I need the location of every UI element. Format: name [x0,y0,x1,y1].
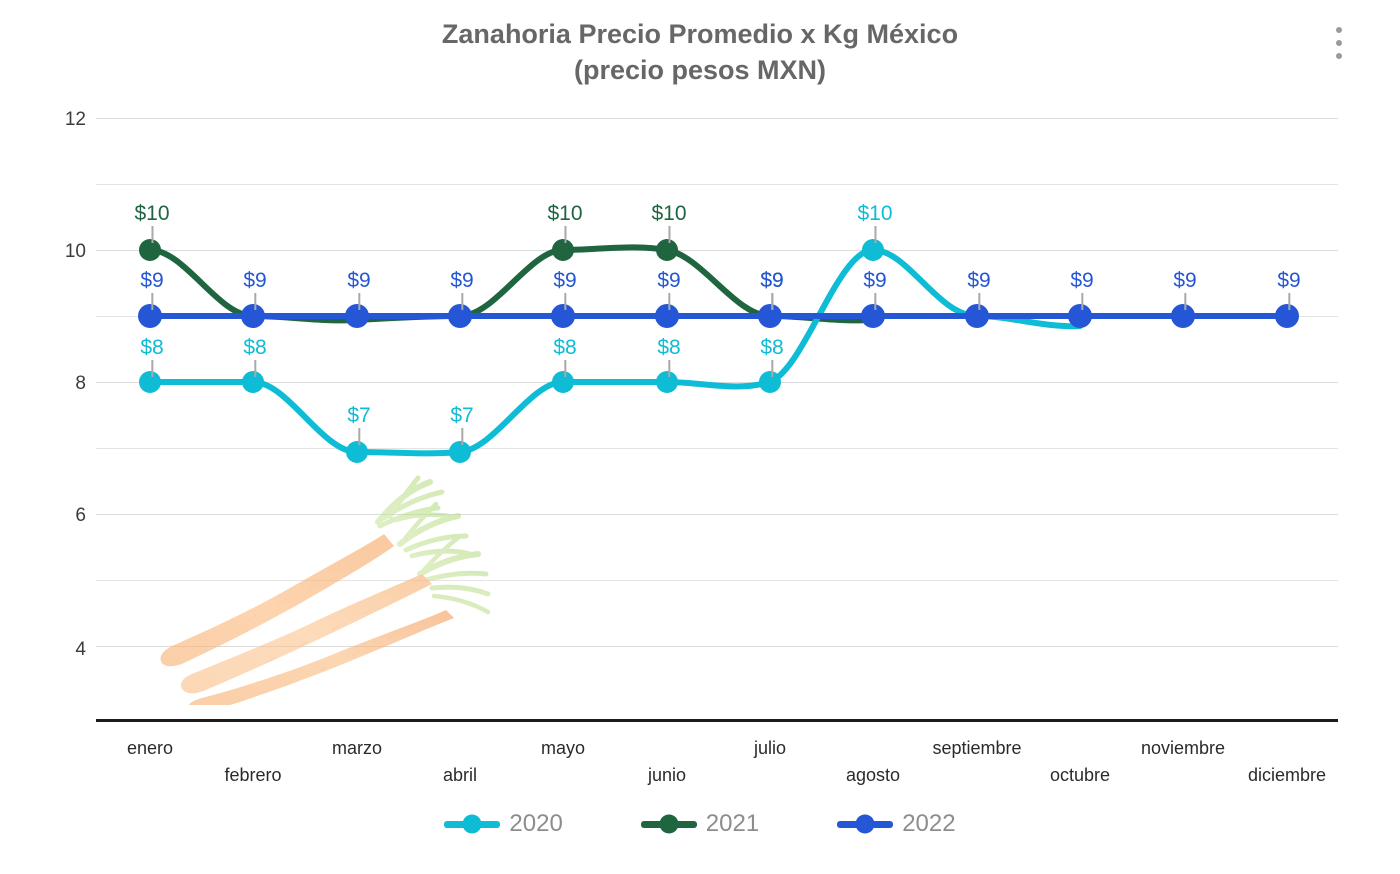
gridline-y-12 [96,118,1338,119]
legend-item-2022[interactable]: 2022 [837,810,956,837]
legend-swatch-2021 [640,820,697,828]
gridline-y-8 [96,382,1338,383]
gridline-y-10 [96,250,1338,251]
legend-label-2021: 2021 [705,810,760,837]
chart-subtitle: (precio pesos MXN) [573,55,827,85]
x-label-octubre: octubre [1049,765,1111,785]
chart-title: Zanahoria Precio Promedio x Kg México (p… [0,16,1400,88]
legend-item-2021[interactable]: 2021 [640,810,760,837]
chart-legend: 2020 2021 2022 [0,812,1400,836]
x-label-febrero: febrero [224,765,282,785]
x-label-diciembre: diciembre [1247,765,1327,785]
x-label-agosto: agosto [845,765,901,785]
x-label-noviembre: noviembre [1140,738,1226,758]
x-label-abril: abril [442,765,478,785]
y-tick-label-4: 4 [75,639,86,660]
gridline-y-11 [96,184,1338,185]
legend-item-2020[interactable]: 2020 [444,810,563,837]
more-vertical-icon[interactable] [1328,24,1350,62]
gridline-y-9 [96,316,1338,317]
y-tick-label-12: 12 [64,109,86,130]
kebab-dot-1 [1336,27,1342,33]
chart-title-line1: Zanahoria Precio Promedio x Kg México [441,19,959,49]
legend-label-2022: 2022 [902,810,956,837]
gridline-y-6 [96,514,1338,515]
x-axis-line [96,719,1338,722]
y-tick-label-10: 10 [64,241,86,262]
kebab-dot-3 [1336,53,1342,59]
gridline-y-4 [96,646,1338,647]
kebab-dot-2 [1336,40,1342,46]
x-label-enero: enero [126,738,174,758]
x-label-marzo: marzo [331,738,383,758]
legend-swatch-2022 [837,820,894,828]
legend-swatch-2020 [444,820,501,828]
plot-area [96,118,1338,720]
y-tick-label-6: 6 [75,505,86,526]
x-label-junio: junio [647,765,687,785]
gridline-y-7 [96,448,1338,449]
legend-label-2020: 2020 [509,810,563,837]
x-label-mayo: mayo [540,738,586,758]
x-label-julio: julio [753,738,787,758]
y-tick-label-8: 8 [75,373,86,394]
x-label-septiembre: septiembre [932,738,1022,758]
gridline-y-5 [96,580,1338,581]
